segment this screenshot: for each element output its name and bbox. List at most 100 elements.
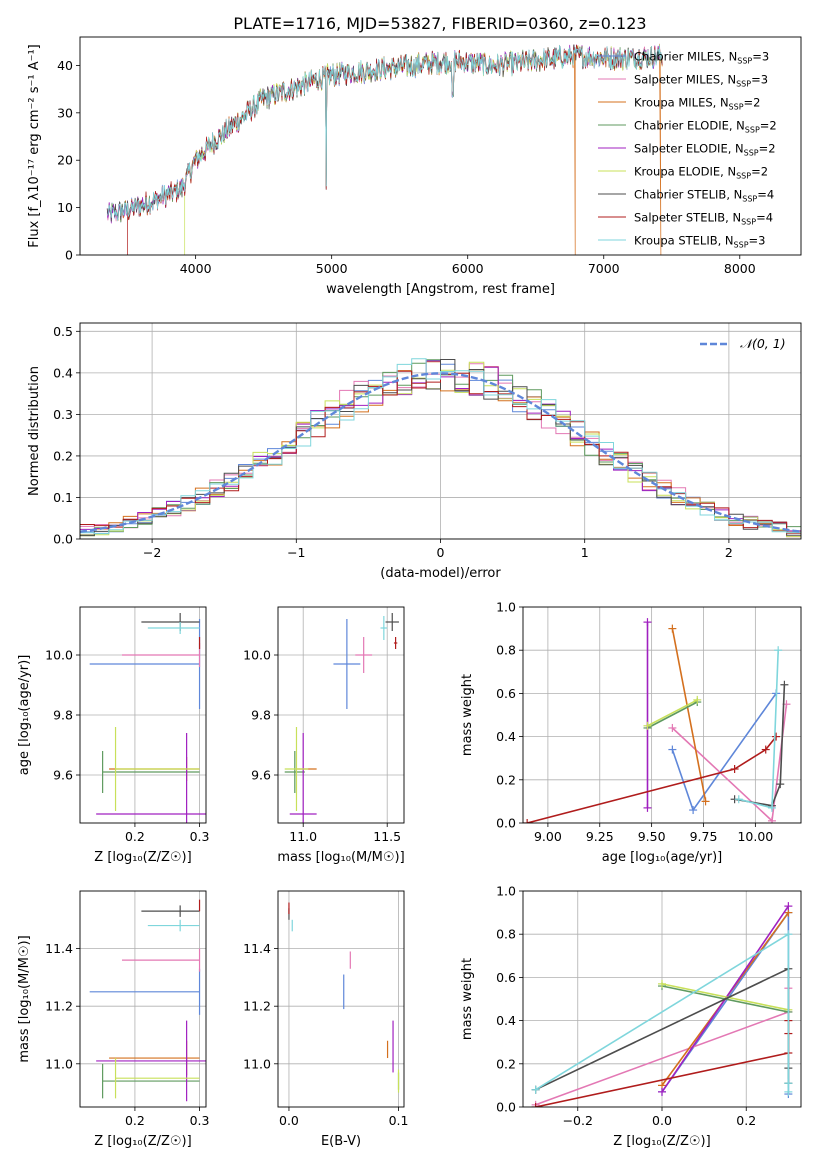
x-tick-label: 0.0 — [652, 1113, 672, 1128]
y-tick-label: 10.0 — [45, 648, 73, 663]
y-tick-label: 9.6 — [251, 768, 271, 783]
y-axis-label: mass weight — [460, 958, 475, 1040]
y-tick-label: 0.3 — [53, 407, 73, 422]
legend-sub: SSP — [737, 57, 752, 66]
legend-nssp: =3 — [751, 73, 768, 87]
legend-label: Kroupa ELODIE, NSSP=2 — [634, 165, 768, 181]
x-axis-label: (data-model)/error — [380, 566, 501, 581]
legend-label: Chabrier MILES, NSSP=3 — [634, 50, 769, 66]
y-tick-label: 0.0 — [53, 532, 73, 547]
axes-frame — [277, 606, 405, 824]
x-tick-label: 0 — [437, 545, 445, 560]
x-tick-label: 8000 — [724, 261, 756, 276]
axes-frame — [79, 36, 802, 256]
weight-line — [647, 701, 698, 729]
y-tick-label: 0.4 — [496, 729, 516, 744]
legend-sub: SSP — [741, 218, 756, 227]
figure-title: PLATE=1716, MJD=53827, FIBERID=0360, z=0… — [233, 14, 646, 33]
legend-sub: SSP — [736, 80, 751, 89]
axes-frame — [522, 890, 802, 1108]
x-tick-label: 9.75 — [690, 829, 718, 844]
legend-nssp: =2 — [751, 165, 768, 179]
legend-nssp: =2 — [744, 96, 761, 110]
plot-area — [278, 891, 404, 1107]
y-tick-label: 0 — [65, 248, 73, 263]
x-axis-label: wavelength [Angstrom, rest frame] — [326, 282, 555, 297]
panel-weight-Z: −0.2 0.0 0.2 0.0 0.2 0.4 0.6 0.8 1.0 Z [log₁₀(Z/Z… — [460, 884, 802, 1149]
x-tick-label: 11.0 — [289, 829, 317, 844]
x-tick-label: −1 — [287, 545, 305, 560]
plot-area — [106, 43, 663, 255]
plot-area — [523, 607, 801, 823]
histogram-step — [80, 358, 801, 535]
y-tick-label: 1.0 — [496, 884, 516, 899]
x-tick-label: 6000 — [452, 261, 484, 276]
y-tick-label: 0.8 — [496, 927, 516, 942]
x-tick-label: 5000 — [316, 261, 348, 276]
y-tick-label: 0.4 — [53, 365, 73, 380]
weight-line — [661, 983, 789, 1011]
x-axis-label: mass [log₁₀(M/M☉)] — [277, 850, 404, 865]
weight-line — [647, 699, 698, 727]
panel-age-mass: 11.0 11.5 9.6 9.8 10.0 mass [log₁₀(M/M☉)] — [243, 606, 405, 865]
y-tick-label: 0.8 — [496, 643, 516, 658]
legend-nssp: =4 — [757, 188, 774, 202]
y-tick-label: 0.6 — [496, 686, 516, 701]
x-tick-label: 0.3 — [190, 829, 210, 844]
plot-area — [278, 607, 404, 823]
weight-line — [671, 628, 707, 802]
x-axis-label: Z [log₁₀(Z/Z☉)] — [94, 850, 191, 865]
legend-sub: SSP — [745, 126, 760, 135]
y-axis-label: mass [log₁₀(M/M☉)] — [17, 935, 32, 1062]
legend-nssp: =4 — [756, 211, 773, 225]
y-tick-label: 20 — [57, 153, 73, 168]
y-tick-label: 9.8 — [53, 708, 73, 723]
y-tick-label: 0.1 — [53, 490, 73, 505]
y-tick-label: 40 — [57, 58, 73, 73]
legend-nssp: =3 — [752, 50, 769, 64]
x-tick-label: 9.00 — [534, 829, 562, 844]
x-tick-label: 7000 — [588, 261, 620, 276]
y-tick-label: 9.8 — [251, 708, 271, 723]
x-axis-label: Z [log₁₀(Z/Z☉)] — [613, 1134, 710, 1149]
x-tick-label: 0.2 — [125, 1113, 145, 1128]
x-tick-label: 0.0 — [279, 1113, 299, 1128]
x-tick-label: 2 — [725, 545, 733, 560]
legend-label: Chabrier STELIB, NSSP=4 — [634, 188, 774, 204]
panel-residuals: −2 −1 0 1 2 0.0 0.1 0.2 0.3 0.4 0.5 (data-model)/er… — [27, 322, 802, 581]
legend-label: Salpeter MILES, NSSP=3 — [634, 73, 768, 89]
y-tick-label: 11.2 — [243, 999, 271, 1014]
axes-frame — [79, 890, 207, 1108]
legend-sub: SSP — [742, 195, 757, 204]
legend-sub: SSP — [729, 103, 744, 112]
x-tick-label: 0.3 — [190, 1113, 210, 1128]
y-axis-label: mass weight — [460, 674, 475, 756]
y-tick-label: 10.0 — [243, 648, 271, 663]
plot-area — [80, 323, 801, 539]
weight-line — [738, 650, 779, 809]
panel-weight-age: 9.00 9.25 9.50 9.75 10.00 0.0 0.2 0.4 0.6 0.8 1.0 a… — [460, 600, 802, 865]
x-tick-label: 0.2 — [125, 829, 145, 844]
y-tick-label: 9.6 — [53, 768, 73, 783]
y-tick-label: 11.0 — [243, 1056, 271, 1071]
y-tick-label: 0.2 — [53, 448, 73, 463]
legend-nssp: =3 — [749, 234, 766, 248]
x-tick-label: 10.00 — [737, 829, 773, 844]
y-tick-label: 11.2 — [45, 999, 73, 1014]
x-tick-label: −2 — [143, 545, 161, 560]
y-tick-label: 0.0 — [496, 1100, 516, 1115]
axes-frame — [79, 606, 207, 824]
y-tick-label: 11.4 — [243, 941, 271, 956]
y-tick-label: 1.0 — [496, 600, 516, 615]
panel-spectrum: 4000 5000 6000 7000 8000 0 10 20 30 40 wavelength … — [27, 36, 802, 297]
legend-nssp: =2 — [759, 142, 776, 156]
panel-mass-Z: 0.2 0.3 11.0 11.2 11.4 Z [log₁₀(Z/Z☉)] mass [l… — [17, 890, 210, 1149]
plot-area — [523, 891, 801, 1107]
y-axis-label: Flux [f_λ10⁻¹⁷ erg cm⁻² s⁻¹ A⁻¹] — [27, 44, 42, 248]
x-axis-label: E(B-V) — [321, 1134, 361, 1149]
y-tick-label: 11.4 — [45, 941, 73, 956]
y-axis-label: Normed distribution — [27, 366, 42, 496]
y-tick-label: 10 — [57, 200, 73, 215]
x-axis-label: Z [log₁₀(Z/Z☉)] — [94, 1134, 191, 1149]
